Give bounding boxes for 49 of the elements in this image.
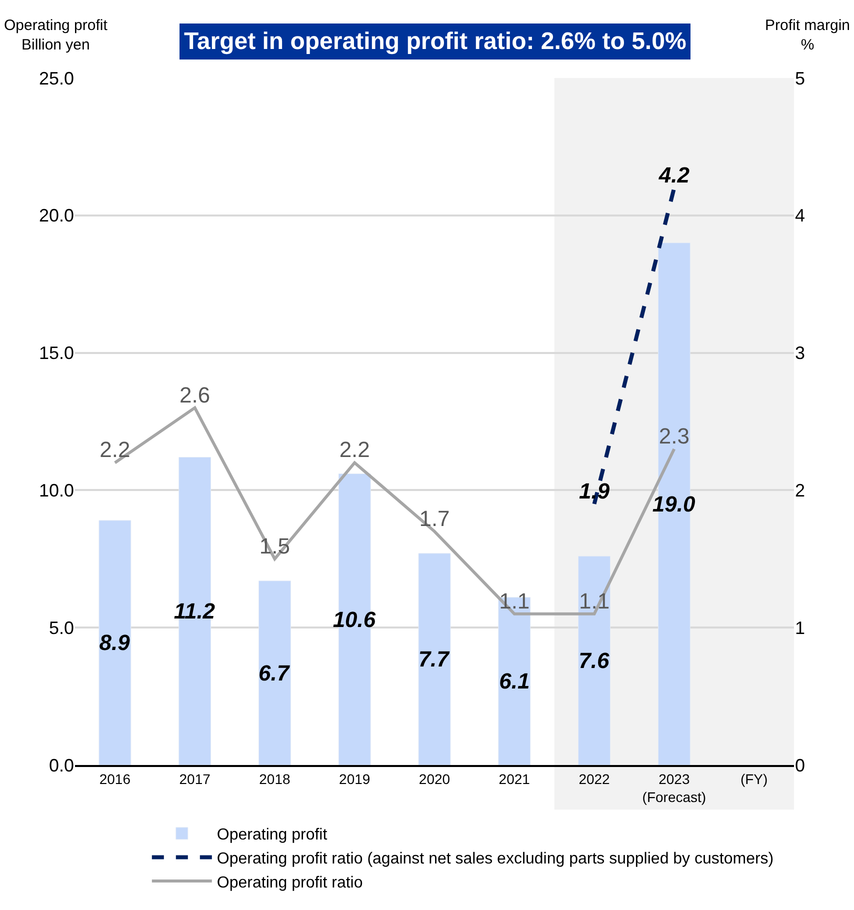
y2-tick-label: 4 [795,206,806,226]
y-tick-label: 15.0 [38,343,74,364]
data-label: 10.6 [332,606,376,632]
y2-tick-label: 5 [795,68,806,88]
data-label: 1.1 [578,588,610,614]
chart-title: Target in operating profit ratio: 2.6% to 5.0% [184,28,686,55]
y-tick-label: 25.0 [38,68,74,88]
data-label: 7.6 [578,648,610,674]
x-tick-label: 2023 (Forecast) [642,770,706,805]
y2-tick-label: 2 [795,480,806,500]
data-label: 1.9 [578,478,610,504]
y2-tick-label: 0 [795,755,806,776]
data-label: 2.2 [100,437,130,462]
bar [258,580,291,765]
y-tick-label: 20.0 [38,206,74,226]
data-label: 2.6 [180,382,210,408]
data-label: 2.3 [658,423,690,448]
bar [418,553,451,765]
legend-label: Operating profit [216,826,328,844]
data-label: 6.1 [499,668,530,694]
x-tick-label: 2018 [259,770,290,787]
data-label: 11.2 [174,598,216,624]
legend-label: Operating profit ratio (against net sales excluding parts supplied by customers) [216,850,774,868]
bar [578,556,611,765]
x-tick-label: 2019 [339,770,370,787]
bar [98,520,132,765]
data-label: 2.2 [339,437,370,462]
x-tick-label: 2021 [498,770,530,787]
x-tick-label: 2017 [179,770,211,787]
x-tick-label: 2016 [99,770,131,787]
data-label: 1.1 [499,588,530,614]
data-label: 8.9 [99,630,131,656]
y2-tick-label: 3 [795,343,806,364]
data-label: 7.7 [418,646,451,672]
y-tick-label: 5.0 [48,618,74,638]
y-tick-label: 10.0 [38,480,74,500]
y2-axis-title: Profit margin % [765,17,850,54]
y-axis-title: Operating profit Billion yen [4,17,108,54]
x-tick-label: 2020 [418,770,450,787]
x-tick-label: (FY) [740,770,768,787]
data-label: 1.7 [419,506,450,531]
data-label: 19.0 [652,491,696,516]
x-tick-label: 2022 [578,770,610,787]
y-tick-label: 0.0 [48,755,74,776]
legend-label: Operating profit ratio [216,874,363,892]
data-label: 6.7 [258,660,291,686]
y2-tick-label: 1 [795,618,806,638]
data-label: 4.2 [658,162,690,188]
data-label: 1.5 [259,533,290,558]
